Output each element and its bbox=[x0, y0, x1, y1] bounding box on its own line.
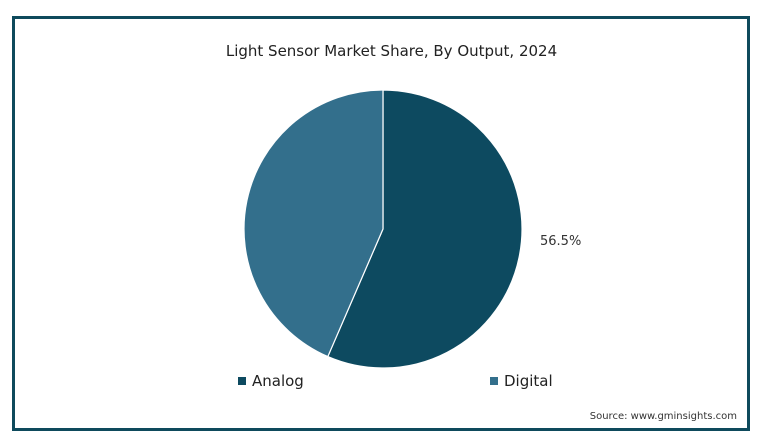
legend-swatch-digital bbox=[490, 377, 498, 385]
legend-item-analog: Analog bbox=[238, 372, 304, 390]
legend-swatch-analog bbox=[238, 377, 246, 385]
legend-label-digital: Digital bbox=[504, 372, 553, 390]
data-label-analog: 56.5% bbox=[540, 234, 581, 249]
source-note: Source: www.gminsights.com bbox=[589, 411, 737, 422]
legend-item-digital: Digital bbox=[490, 372, 553, 390]
pie-slice-analog bbox=[327, 89, 523, 369]
legend-label-analog: Analog bbox=[252, 372, 304, 390]
chart-title: Light Sensor Market Share, By Output, 20… bbox=[225, 42, 558, 60]
pie-slice-digital bbox=[243, 89, 384, 358]
